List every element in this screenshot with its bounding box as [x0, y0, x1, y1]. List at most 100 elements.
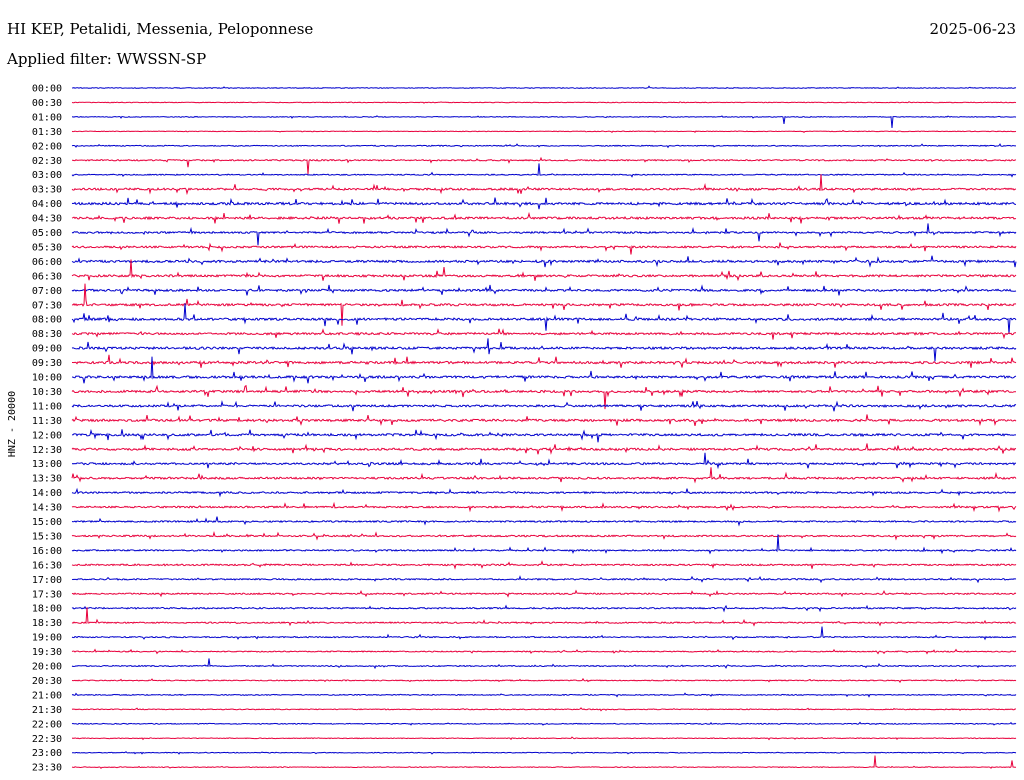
trace-line [71, 626, 1017, 641]
trace-line [71, 129, 1017, 134]
time-label: 12:00 [32, 430, 62, 441]
trace-line [71, 303, 1017, 334]
time-label: 19:00 [32, 633, 62, 644]
trace-line [71, 604, 1017, 613]
time-label: 15:30 [32, 531, 62, 542]
trace-line [71, 560, 1017, 570]
trace-line [71, 211, 1017, 224]
time-label: 05:00 [32, 228, 62, 239]
time-label: 15:00 [32, 517, 62, 528]
time-label: 11:00 [32, 401, 62, 412]
trace-line [71, 115, 1017, 129]
trace-line [71, 143, 1016, 149]
time-label: 00:30 [32, 98, 62, 109]
trace-line [71, 692, 1017, 698]
time-label: 23:00 [32, 748, 62, 759]
time-label: 04:30 [32, 214, 62, 225]
time-label: 14:30 [32, 503, 62, 514]
trace-line [71, 707, 1016, 712]
time-label: 02:30 [32, 156, 62, 167]
trace-line [71, 516, 1017, 527]
trace-line [71, 400, 1017, 412]
time-label: 16:30 [32, 560, 62, 571]
time-label: 16:00 [32, 546, 62, 557]
time-label: 21:30 [32, 705, 62, 716]
trace-line [71, 755, 1017, 770]
time-label: 20:30 [32, 676, 62, 687]
trace-line [71, 501, 1017, 513]
time-label: 09:30 [32, 358, 62, 369]
time-label: 19:30 [32, 647, 62, 658]
trace-line [71, 197, 1016, 210]
trace-line [71, 242, 1017, 255]
time-label: 11:30 [32, 416, 62, 427]
trace-line [71, 283, 1017, 326]
trace-line [71, 736, 1017, 741]
time-label: 01:30 [32, 127, 62, 138]
time-label: 22:30 [32, 734, 62, 745]
time-label: 23:30 [32, 763, 62, 774]
record-date: 2025-06-23 [929, 20, 1016, 38]
time-label: 22:00 [32, 719, 62, 730]
trace-group: 00:00 00:30 01:00 01:30 02:00 02:30 03:00 03:30… [32, 84, 1017, 774]
time-label: 03:30 [32, 185, 62, 196]
trace-line [71, 414, 1017, 427]
time-label: 10:30 [32, 387, 62, 398]
time-label: 00:00 [32, 84, 62, 95]
trace-line [71, 328, 1017, 340]
trace-line [71, 467, 1017, 484]
trace-line [71, 255, 1017, 268]
trace-line [71, 575, 1017, 584]
time-label: 10:00 [32, 373, 62, 384]
time-label: 06:30 [32, 271, 62, 282]
trace-line [71, 338, 1017, 362]
trace-line [71, 534, 1017, 555]
trace-line [71, 428, 1016, 443]
time-label: 08:00 [32, 315, 62, 326]
time-label: 17:30 [32, 589, 62, 600]
time-label: 12:30 [32, 445, 62, 456]
trace-line [71, 751, 1017, 755]
time-label: 13:30 [32, 474, 62, 485]
time-label: 02:00 [32, 141, 62, 152]
time-label: 21:00 [32, 690, 62, 701]
trace-line [71, 648, 1017, 655]
time-label: 13:00 [32, 459, 62, 470]
trace-line [71, 658, 1017, 670]
trace-line [71, 284, 1017, 296]
trace-line [71, 85, 1017, 90]
time-label: 04:00 [32, 199, 62, 210]
time-label: 09:00 [32, 344, 62, 355]
trace-line [71, 354, 1017, 368]
trace-line [71, 487, 1017, 498]
time-label: 08:30 [32, 329, 62, 340]
trace-line [71, 356, 1017, 384]
trace-line [71, 163, 1017, 178]
time-label: 18:30 [32, 618, 62, 629]
trace-line [71, 259, 1017, 282]
time-label: 07:30 [32, 300, 62, 311]
time-label: 18:00 [32, 604, 62, 615]
trace-line [71, 531, 1017, 541]
trace-line [71, 677, 1017, 684]
trace-line [71, 223, 1017, 246]
trace-line [71, 101, 1017, 104]
time-label: 20:00 [32, 662, 62, 673]
time-label: 14:00 [32, 488, 62, 499]
time-label: 17:00 [32, 575, 62, 586]
time-label: 01:00 [32, 112, 62, 123]
station-title: HI KEP, Petalidi, Messenia, Peloponnese [7, 20, 314, 38]
time-label: 03:00 [32, 170, 62, 181]
channel-axis-label: HNZ - 20000 [7, 391, 18, 457]
filter-label: Applied filter: WWSSN-SP [7, 50, 207, 68]
trace-line [71, 721, 1017, 726]
time-label: 07:00 [32, 286, 62, 297]
trace-line [71, 384, 1016, 410]
trace-line [71, 607, 1017, 627]
time-label: 06:00 [32, 257, 62, 268]
trace-line [71, 452, 1017, 470]
trace-line [71, 589, 1017, 598]
time-label: 05:30 [32, 242, 62, 253]
trace-line [71, 156, 1017, 175]
